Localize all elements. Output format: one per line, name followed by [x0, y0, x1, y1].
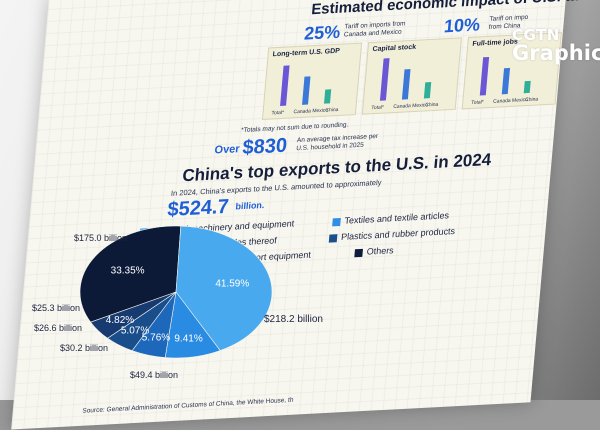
- pie-percent-label-5: 33.35%: [111, 266, 145, 277]
- pie-slice-0: [175, 225, 273, 351]
- infographic-photo: Estimated economic impact of U.S. ta 25%…: [11, 0, 579, 430]
- cgtn-graphics-logo: CGTN Graphic: [512, 26, 600, 65]
- pie-percent-label-2: 5.76%: [142, 332, 170, 343]
- logo-line-2: Graphic: [512, 41, 600, 65]
- value-label-metals: $30.2 billion: [60, 343, 109, 353]
- pie-percent-label-3: 5.07%: [121, 325, 149, 336]
- value-label-electrical: $218.2 billion: [264, 314, 323, 325]
- value-label-textiles: $49.4 billion: [130, 370, 179, 380]
- logo-line-1: CGTN: [512, 26, 560, 44]
- value-label-plastics: $26.6 billion: [34, 323, 83, 333]
- value-label-vehicles: $25.3 billion: [32, 303, 81, 313]
- pie-chart: 33.35% 41.59% 9.41% 5.76%5.07%4.82%: [79, 225, 273, 359]
- pie-slice-5: [79, 225, 182, 323]
- pie-percent-label-0: 41.59%: [215, 279, 249, 290]
- pie-percent-label-1: 9.41%: [174, 334, 202, 345]
- value-label-others: $175.0 billion: [74, 233, 128, 243]
- pie-percent-label-4: 4.82%: [106, 315, 134, 326]
- pie-slice-4: [90, 291, 177, 339]
